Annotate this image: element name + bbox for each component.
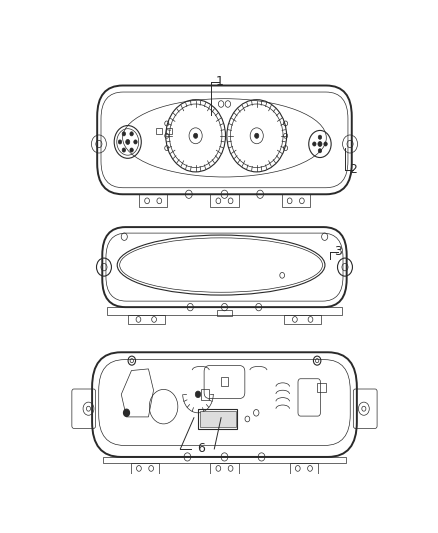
- Bar: [317, 383, 325, 392]
- Bar: [200, 411, 236, 427]
- Circle shape: [122, 132, 126, 136]
- Bar: [221, 377, 228, 386]
- Bar: [201, 389, 209, 400]
- Text: 1: 1: [215, 75, 223, 88]
- Text: 3: 3: [334, 245, 342, 258]
- Bar: [290, 463, 318, 474]
- Bar: [217, 310, 232, 316]
- Text: 6: 6: [197, 442, 205, 455]
- Circle shape: [124, 409, 130, 416]
- Circle shape: [130, 148, 133, 152]
- Circle shape: [318, 135, 321, 139]
- Bar: [210, 463, 239, 474]
- Circle shape: [118, 140, 122, 144]
- Circle shape: [318, 142, 322, 147]
- Circle shape: [318, 149, 321, 153]
- Bar: [156, 128, 162, 134]
- Circle shape: [134, 140, 137, 144]
- Circle shape: [122, 148, 126, 152]
- Bar: [284, 314, 321, 325]
- Bar: [166, 128, 172, 134]
- Bar: [139, 194, 167, 207]
- Bar: [127, 314, 165, 325]
- Text: 2: 2: [350, 163, 357, 176]
- Circle shape: [324, 142, 327, 146]
- Bar: [107, 307, 342, 314]
- Circle shape: [194, 133, 198, 138]
- Bar: [210, 194, 239, 207]
- Circle shape: [254, 133, 259, 138]
- Bar: [131, 463, 159, 474]
- Circle shape: [126, 140, 130, 144]
- Circle shape: [313, 142, 316, 146]
- Bar: [282, 194, 310, 207]
- Circle shape: [130, 132, 133, 136]
- Circle shape: [195, 391, 201, 398]
- Bar: [198, 409, 237, 429]
- Bar: [102, 457, 346, 463]
